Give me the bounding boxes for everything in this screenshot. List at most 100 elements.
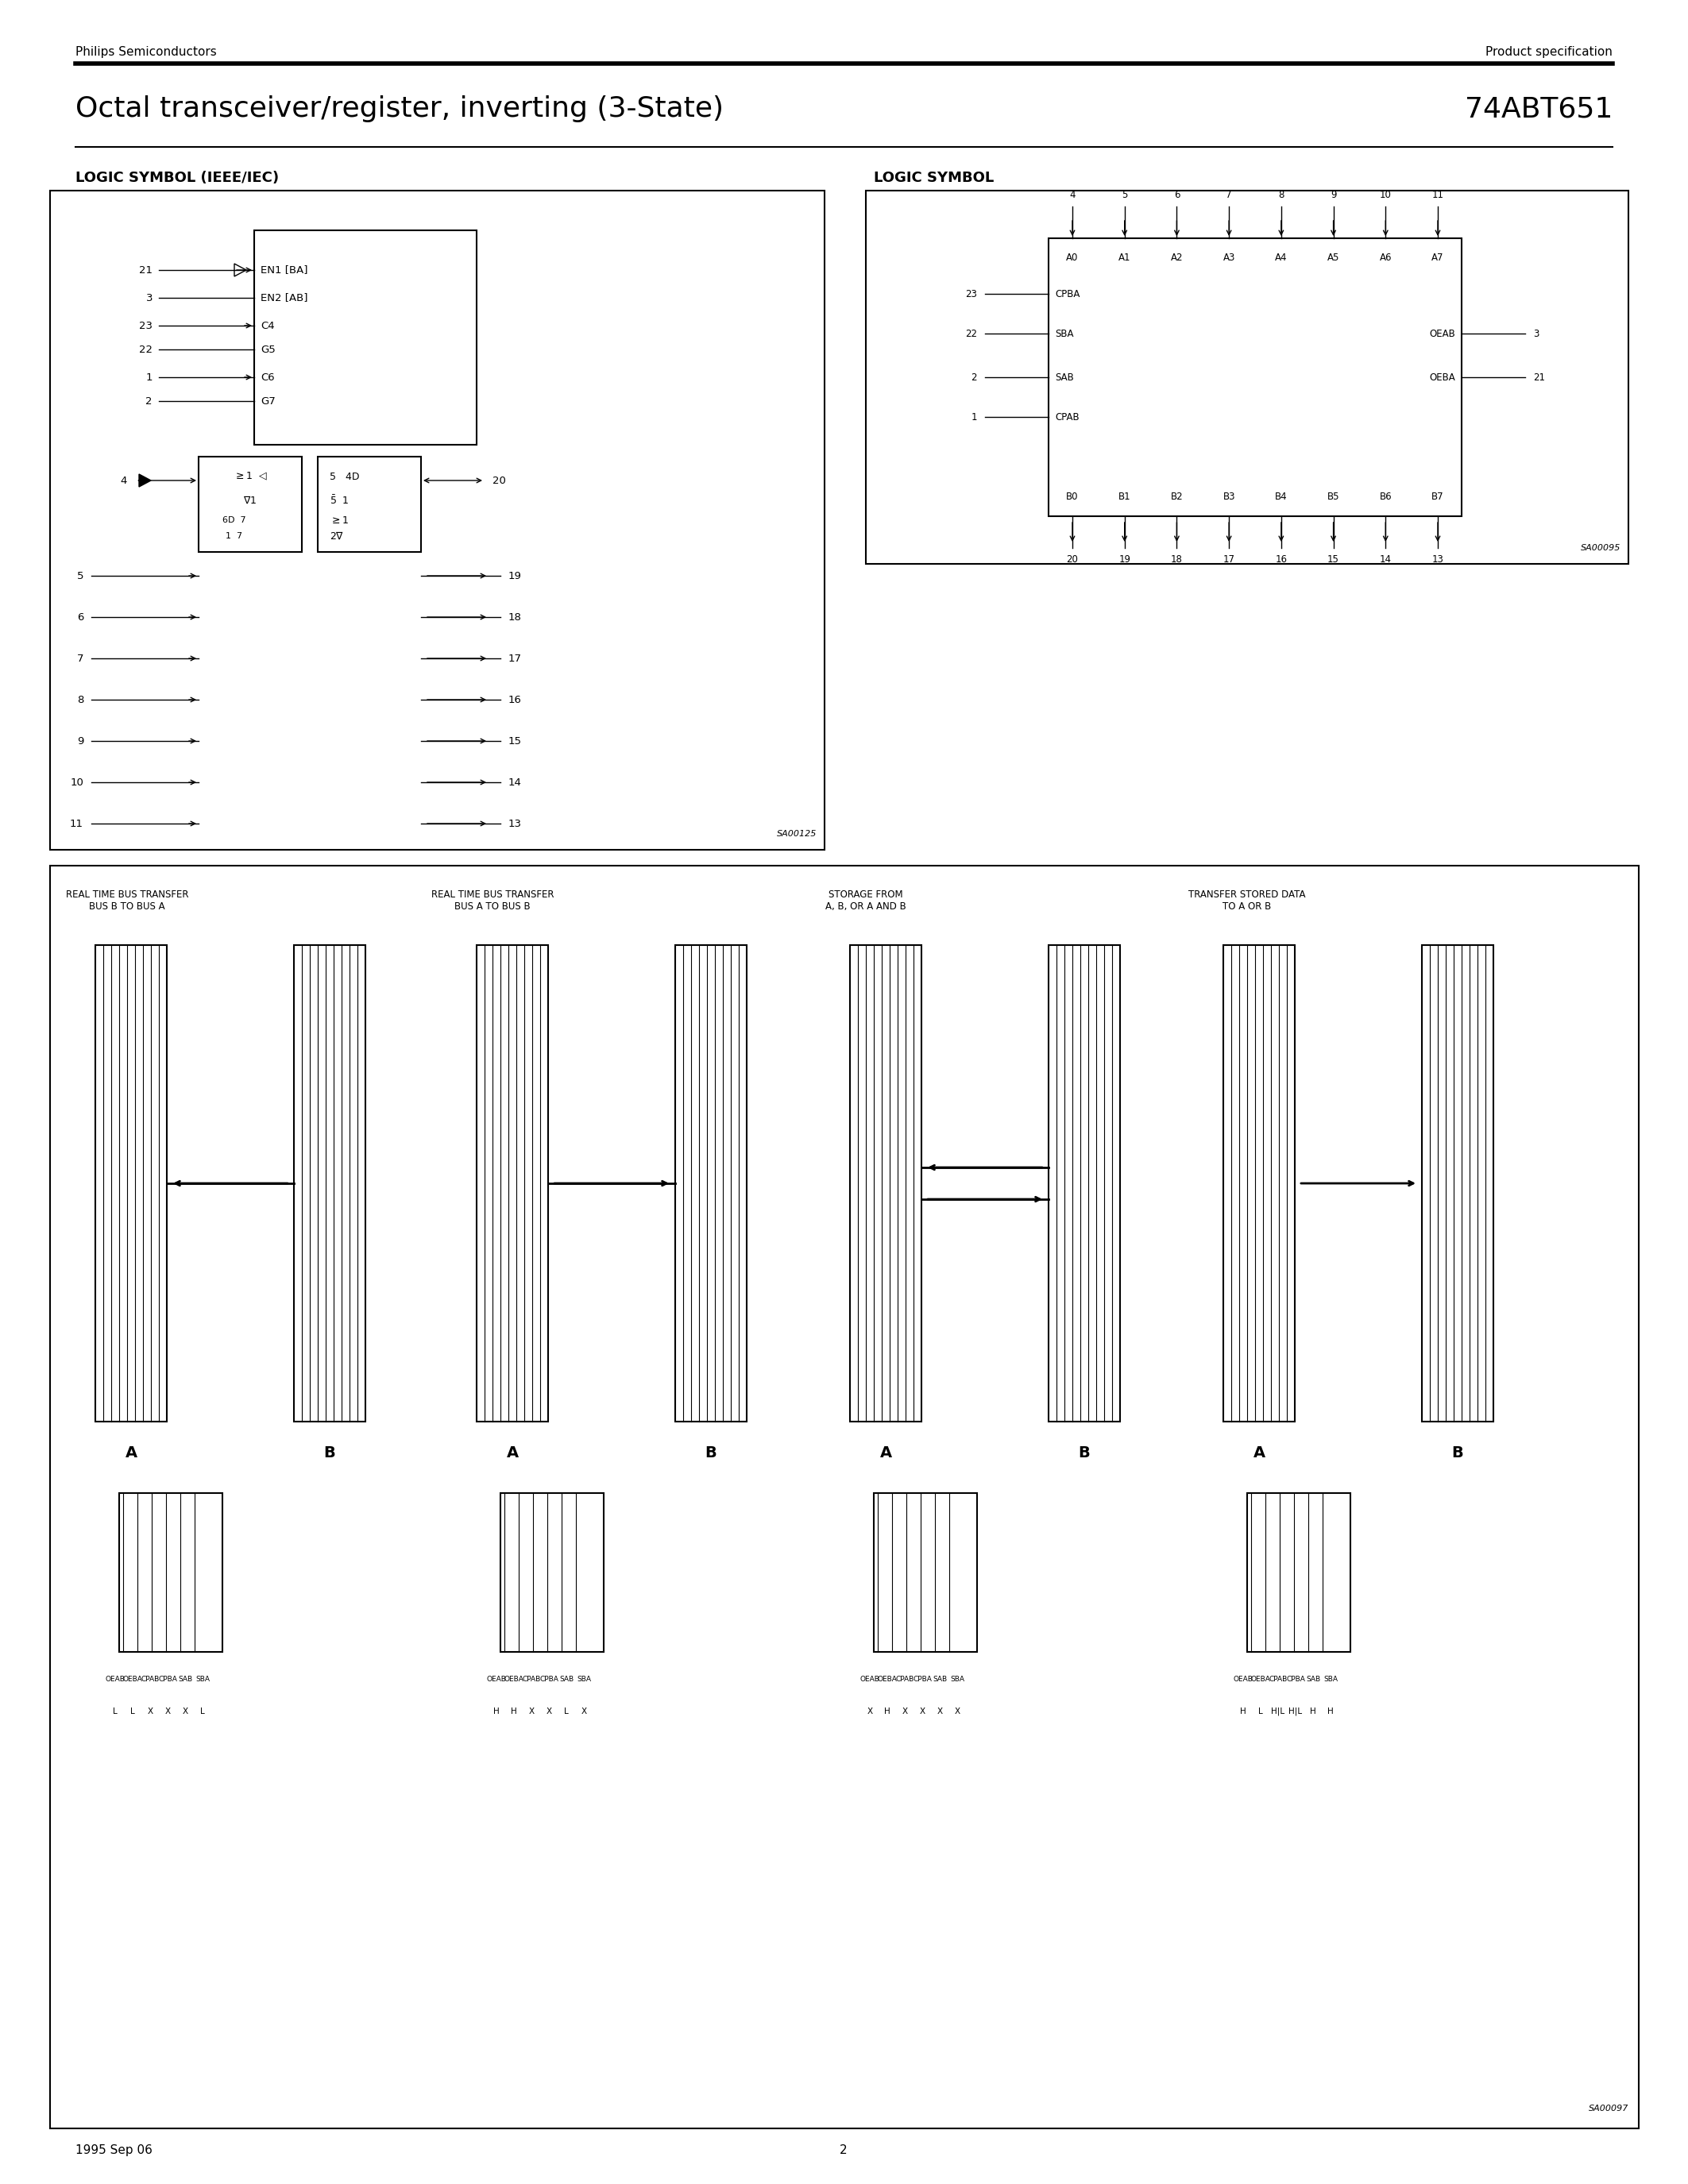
Text: 2: 2 xyxy=(145,395,152,406)
Text: SA00097: SA00097 xyxy=(1588,2105,1629,2112)
Text: 5   4D: 5 4D xyxy=(329,472,360,483)
Text: B2: B2 xyxy=(1170,491,1183,502)
Text: 8: 8 xyxy=(76,695,83,705)
Text: A: A xyxy=(125,1446,137,1461)
Text: 4: 4 xyxy=(1070,190,1075,201)
Text: 20: 20 xyxy=(1067,555,1079,566)
Text: SBA: SBA xyxy=(1055,328,1074,339)
Text: OEBA: OEBA xyxy=(1251,1675,1271,1684)
Text: CPAB: CPAB xyxy=(140,1675,159,1684)
Bar xyxy=(317,456,420,553)
Text: A1: A1 xyxy=(1119,253,1131,262)
Text: 1: 1 xyxy=(971,413,977,422)
Text: $\geq$1: $\geq$1 xyxy=(329,515,349,526)
Text: SBA: SBA xyxy=(196,1675,209,1684)
Text: 6D  7: 6D 7 xyxy=(223,515,246,524)
Text: Octal transceiver/register, inverting (3-State): Octal transceiver/register, inverting (3… xyxy=(76,96,724,122)
Text: X: X xyxy=(868,1708,873,1714)
Text: LOGIC SYMBOL (IEEE/IEC): LOGIC SYMBOL (IEEE/IEC) xyxy=(76,170,279,186)
Text: A5: A5 xyxy=(1327,253,1340,262)
Text: B: B xyxy=(1079,1446,1090,1461)
Bar xyxy=(95,946,167,1422)
Text: CPBA: CPBA xyxy=(540,1675,559,1684)
Text: 16: 16 xyxy=(508,695,522,705)
Text: OEBA: OEBA xyxy=(1430,371,1455,382)
Text: TRANSFER STORED DATA
TO A OR B: TRANSFER STORED DATA TO A OR B xyxy=(1188,889,1307,911)
Text: REAL TIME BUS TRANSFER
BUS B TO BUS A: REAL TIME BUS TRANSFER BUS B TO BUS A xyxy=(66,889,189,911)
Text: SA00095: SA00095 xyxy=(1580,544,1620,553)
Text: 3: 3 xyxy=(145,293,152,304)
Text: OEAB: OEAB xyxy=(105,1675,125,1684)
Text: X: X xyxy=(182,1708,187,1714)
Text: 23: 23 xyxy=(138,321,152,330)
Text: H: H xyxy=(1310,1708,1317,1714)
Text: X: X xyxy=(937,1708,942,1714)
Text: EN2 [AB]: EN2 [AB] xyxy=(260,293,307,304)
Text: B6: B6 xyxy=(1379,491,1393,502)
Text: A3: A3 xyxy=(1222,253,1236,262)
Text: 23: 23 xyxy=(966,288,977,299)
Text: 21: 21 xyxy=(1533,371,1545,382)
Text: 1  7: 1 7 xyxy=(226,533,243,539)
Bar xyxy=(851,946,922,1422)
Text: 74ABT651: 74ABT651 xyxy=(1465,96,1612,122)
Text: H|L: H|L xyxy=(1290,1708,1303,1717)
Text: 9: 9 xyxy=(1330,190,1337,201)
Bar xyxy=(1048,238,1462,515)
Text: 20: 20 xyxy=(493,476,506,485)
Text: 11: 11 xyxy=(69,819,83,828)
Bar xyxy=(120,1494,223,1651)
Text: A: A xyxy=(1252,1446,1264,1461)
Text: A7: A7 xyxy=(1431,253,1443,262)
Text: 3: 3 xyxy=(1533,328,1539,339)
Text: H: H xyxy=(511,1708,517,1714)
Text: Product specification: Product specification xyxy=(1485,46,1612,59)
Text: 16: 16 xyxy=(1274,555,1288,566)
Text: SAB: SAB xyxy=(177,1675,192,1684)
Text: 4: 4 xyxy=(120,476,127,485)
Text: C6: C6 xyxy=(260,371,275,382)
Text: 2$\nabla$: 2$\nabla$ xyxy=(329,531,344,542)
Text: SAB: SAB xyxy=(1055,371,1074,382)
Text: X: X xyxy=(147,1708,154,1714)
Text: G5: G5 xyxy=(260,345,275,354)
Text: SBA: SBA xyxy=(1323,1675,1337,1684)
Bar xyxy=(476,946,549,1422)
Text: 14: 14 xyxy=(508,778,522,788)
Text: X: X xyxy=(528,1708,533,1714)
Text: B5: B5 xyxy=(1327,491,1340,502)
Text: LOGIC SYMBOL: LOGIC SYMBOL xyxy=(874,170,994,186)
Text: L: L xyxy=(564,1708,569,1714)
Text: SA00125: SA00125 xyxy=(776,830,817,839)
Text: 1995 Sep 06: 1995 Sep 06 xyxy=(76,2145,152,2156)
Text: CPAB: CPAB xyxy=(1055,413,1079,422)
Bar xyxy=(874,1494,977,1651)
Bar xyxy=(1224,946,1295,1422)
Text: SAB: SAB xyxy=(1307,1675,1320,1684)
Text: 6: 6 xyxy=(1173,190,1180,201)
Text: OEAB: OEAB xyxy=(1234,1675,1252,1684)
Text: 5: 5 xyxy=(1121,190,1128,201)
Text: 21: 21 xyxy=(138,264,152,275)
Text: 9: 9 xyxy=(76,736,83,747)
Text: 15: 15 xyxy=(1327,555,1339,566)
Bar xyxy=(199,456,302,553)
Bar xyxy=(1247,1494,1350,1651)
Text: B: B xyxy=(1452,1446,1463,1461)
Text: 5: 5 xyxy=(76,570,83,581)
Text: X: X xyxy=(920,1708,925,1714)
Text: H: H xyxy=(493,1708,500,1714)
Text: SBA: SBA xyxy=(950,1675,964,1684)
Text: H: H xyxy=(885,1708,890,1714)
Text: X: X xyxy=(165,1708,170,1714)
Text: EN1 [BA]: EN1 [BA] xyxy=(260,264,307,275)
Text: CPAB: CPAB xyxy=(1269,1675,1288,1684)
Text: H: H xyxy=(1241,1708,1246,1714)
Text: STORAGE FROM
A, B, OR A AND B: STORAGE FROM A, B, OR A AND B xyxy=(825,889,906,911)
Bar xyxy=(294,946,365,1422)
Text: 18: 18 xyxy=(1171,555,1183,566)
Text: B: B xyxy=(706,1446,717,1461)
Text: B: B xyxy=(324,1446,336,1461)
Text: CPAB: CPAB xyxy=(896,1675,913,1684)
Text: 11: 11 xyxy=(1431,190,1443,201)
